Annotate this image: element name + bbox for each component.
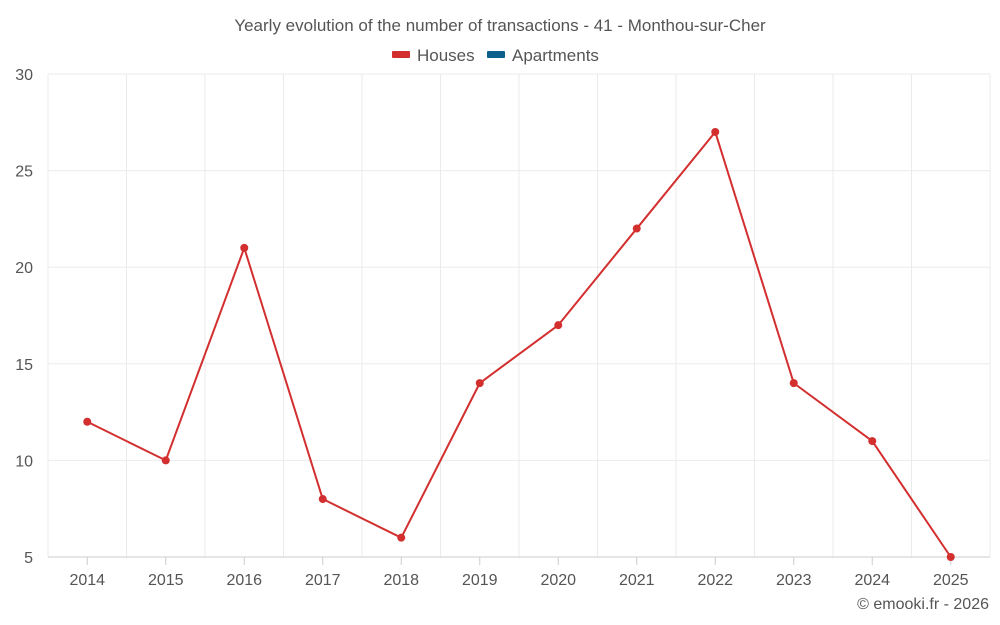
data-point-houses[interactable] xyxy=(868,437,877,446)
data-point-houses[interactable] xyxy=(946,553,955,561)
y-tick-label: 25 xyxy=(15,164,33,181)
y-axis: 5 10 15 20 25 30 xyxy=(15,67,33,567)
x-tick-label: 2025 xyxy=(933,572,969,589)
y-tick-label: 5 xyxy=(24,550,33,567)
data-point-houses[interactable] xyxy=(397,533,406,542)
x-tick-label: 2014 xyxy=(69,572,105,589)
x-tick-label: 2017 xyxy=(305,572,341,589)
data-point-houses[interactable] xyxy=(240,243,249,252)
x-axis: 2014 2015 2016 2017 2018 2019 2020 2021 2022 2023… xyxy=(48,556,990,589)
data-point-houses[interactable] xyxy=(789,379,798,388)
x-tick-label: 2019 xyxy=(462,572,498,589)
x-tick-label: 2015 xyxy=(148,572,184,589)
x-tick-label: 2022 xyxy=(697,572,733,589)
x-tick-label: 2018 xyxy=(383,572,419,589)
data-point-houses[interactable] xyxy=(711,127,720,136)
series-line-houses[interactable] xyxy=(86,130,952,558)
data-point-houses[interactable] xyxy=(475,379,484,388)
data-point-houses[interactable] xyxy=(632,224,641,233)
x-tick-label: 2021 xyxy=(619,572,655,589)
data-point-houses[interactable] xyxy=(318,495,327,504)
credit-text: © emooki.fr - 2026 xyxy=(857,596,989,613)
legend-swatch-apartments[interactable] xyxy=(487,51,505,58)
legend: Houses Apartments xyxy=(392,46,599,65)
y-tick-label: 30 xyxy=(15,67,33,84)
data-point-houses[interactable] xyxy=(554,321,563,330)
legend-label-houses[interactable]: Houses xyxy=(417,46,475,65)
series-layer xyxy=(83,127,955,561)
grid xyxy=(47,73,991,557)
y-tick-label: 20 xyxy=(15,260,33,277)
legend-label-apartments[interactable]: Apartments xyxy=(512,46,599,65)
legend-swatch-houses[interactable] xyxy=(392,51,410,58)
chart-title: Yearly evolution of the number of transa… xyxy=(234,16,766,35)
data-point-houses[interactable] xyxy=(161,456,170,465)
y-tick-label: 15 xyxy=(15,357,33,374)
data-point-houses[interactable] xyxy=(83,417,92,426)
x-tick-label: 2024 xyxy=(854,572,890,589)
x-tick-label: 2020 xyxy=(540,572,576,589)
y-tick-label: 10 xyxy=(15,453,33,470)
x-tick-label: 2016 xyxy=(226,572,262,589)
x-tick-label: 2023 xyxy=(776,572,812,589)
